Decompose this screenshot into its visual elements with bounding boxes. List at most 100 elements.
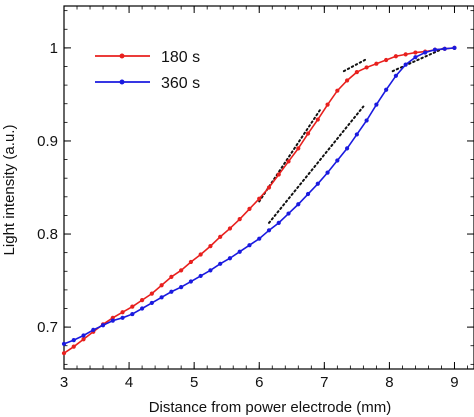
data-point (91, 327, 96, 333)
data-point (130, 304, 135, 309)
y-tick-label: 0.9 (37, 133, 58, 150)
data-point (413, 50, 418, 55)
data-point (100, 323, 106, 328)
data-point (149, 300, 154, 306)
data-point (393, 73, 399, 78)
data-point (110, 318, 115, 323)
data-point (305, 131, 311, 136)
data-point (81, 333, 86, 338)
data-point (139, 306, 145, 311)
data-point (149, 291, 154, 296)
data-point (237, 217, 242, 222)
data-point (442, 46, 447, 51)
data-point (237, 249, 242, 254)
data-point (198, 273, 203, 279)
data-point (325, 102, 330, 107)
fit-line (391, 46, 446, 73)
x-axis-label: Distance from power electrode (mm) (149, 399, 392, 416)
data-point (179, 268, 184, 273)
fit-lines (258, 46, 446, 224)
data-point (384, 87, 389, 92)
data-point (452, 45, 457, 50)
data-point (257, 236, 262, 241)
data-point (354, 132, 359, 137)
data-point (335, 158, 340, 163)
data-point (305, 191, 311, 197)
y-tick-label: 1 (50, 40, 58, 57)
data-point (315, 117, 320, 122)
data-point (413, 55, 418, 60)
data-point (169, 289, 174, 294)
axis-ticks: 3 4 5 6 7 8 9 0.7 0.8 0.9 1 (37, 6, 474, 391)
data-point (247, 206, 252, 212)
x-tick-label: 3 (60, 374, 68, 391)
data-point (423, 50, 428, 55)
data-point (188, 279, 194, 284)
x-tick-label: 7 (320, 374, 328, 391)
data-point (61, 341, 67, 346)
data-point (286, 211, 291, 216)
data-point (315, 181, 320, 186)
data-point (364, 65, 369, 70)
data-point (247, 243, 252, 248)
data-point (384, 57, 389, 63)
data-point (344, 146, 350, 151)
data-point (354, 69, 359, 75)
data-point (159, 295, 164, 300)
data-point (403, 52, 408, 57)
data-point (218, 234, 223, 239)
data-point (276, 220, 281, 225)
data-point (227, 256, 233, 261)
x-tick-label: 4 (125, 374, 133, 391)
data-point (208, 244, 213, 249)
data-point (198, 252, 203, 257)
series-line (63, 47, 455, 345)
x-tick-label: 5 (190, 374, 198, 391)
data-point (169, 274, 174, 279)
data-point (71, 344, 76, 349)
data-point (266, 228, 272, 233)
y-tick-label: 0.7 (37, 319, 58, 336)
data-point (71, 338, 76, 343)
data-point (208, 268, 213, 273)
data-point (120, 310, 125, 315)
data-point (325, 170, 330, 175)
data-point (403, 62, 408, 67)
data-point (159, 283, 164, 288)
legend-marker (119, 79, 125, 85)
data-point (296, 146, 301, 151)
data-point (266, 185, 272, 190)
x-tick-label: 8 (385, 374, 393, 391)
data-point (179, 284, 184, 290)
y-axis-label: Light intensity (a.u.) (1, 125, 18, 256)
legend-marker (119, 53, 125, 59)
x-tick-label: 9 (450, 374, 458, 391)
data-point (364, 118, 369, 123)
data-point (120, 315, 125, 320)
data-point (188, 259, 194, 265)
data-point (344, 78, 350, 83)
data-point (374, 61, 379, 66)
legend-label: 360 s (161, 75, 200, 92)
fit-line (342, 58, 368, 73)
data-series (61, 45, 457, 356)
data-point (296, 202, 301, 207)
legend-label: 180 s (161, 49, 200, 66)
data-point (81, 337, 86, 342)
data-point (139, 298, 145, 303)
data-point (374, 102, 379, 107)
plot-frame (63, 5, 474, 370)
data-point (286, 159, 291, 164)
legend: 180 s 360 s (95, 49, 200, 92)
fit-line (268, 105, 365, 224)
data-point (218, 261, 223, 266)
data-point (61, 351, 67, 356)
data-point (276, 172, 281, 177)
data-point (227, 226, 233, 231)
data-point (257, 196, 262, 201)
x-tick-label: 6 (255, 374, 263, 391)
data-point (393, 54, 399, 59)
data-point (335, 88, 340, 93)
data-point (130, 311, 135, 317)
